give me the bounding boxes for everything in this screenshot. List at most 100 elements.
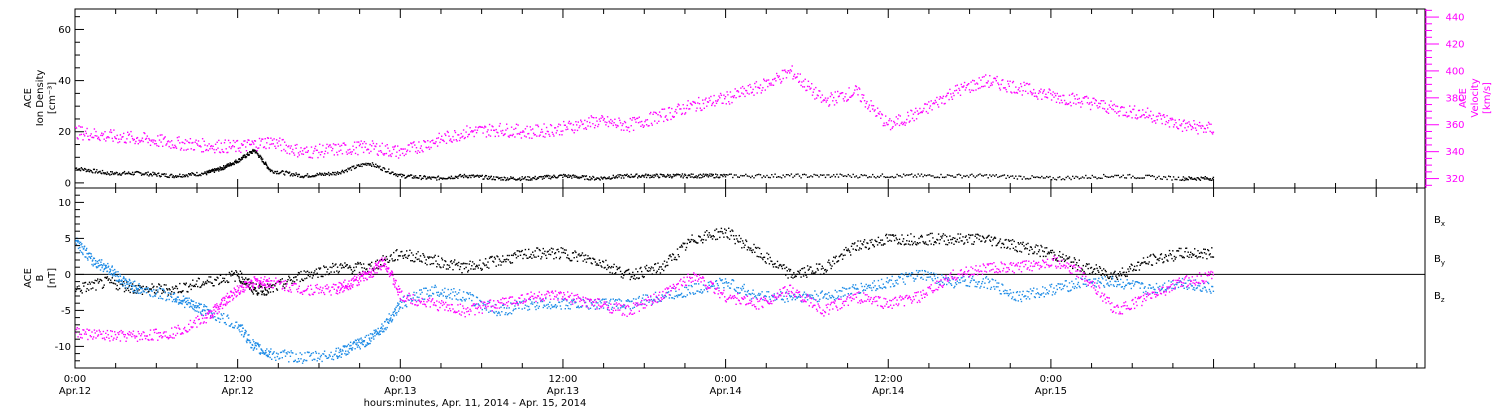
density-point	[1063, 178, 1066, 181]
velocity-point	[1205, 131, 1207, 133]
velocity-point	[745, 90, 748, 92]
velocity-point	[563, 120, 565, 123]
bx-point	[279, 281, 281, 283]
density-point	[160, 175, 162, 177]
density-point	[685, 176, 688, 179]
velocity-point	[314, 147, 316, 150]
velocity-point	[489, 135, 492, 137]
velocity-point	[733, 95, 736, 97]
velocity-point	[122, 136, 124, 138]
density-point	[140, 174, 143, 176]
by-point	[457, 299, 459, 301]
by-point	[361, 343, 364, 345]
velocity-point	[880, 113, 883, 115]
bx-point	[971, 243, 973, 245]
velocity-point	[88, 138, 90, 141]
bx-point	[393, 260, 396, 262]
by-point	[484, 307, 486, 310]
density-point	[257, 154, 259, 157]
velocity-point	[286, 152, 288, 154]
bx-point	[915, 244, 918, 246]
density-point	[338, 172, 340, 174]
by-point	[97, 266, 99, 268]
velocity-point	[1149, 115, 1151, 117]
velocity-point	[131, 137, 134, 140]
velocity-point	[853, 92, 855, 94]
density-point	[508, 178, 510, 180]
bx-point	[689, 240, 692, 243]
velocity-point	[197, 144, 199, 146]
density-point	[422, 177, 424, 180]
density-point	[413, 175, 415, 177]
bx-point	[76, 286, 78, 288]
velocity-point	[846, 99, 849, 101]
bx-point	[1112, 273, 1115, 275]
velocity-point	[193, 149, 196, 151]
density-point	[232, 162, 235, 165]
velocity-point	[364, 146, 366, 148]
bx-point	[630, 276, 632, 278]
velocity-point	[367, 148, 370, 151]
velocity-point	[1188, 121, 1190, 123]
velocity-point	[529, 126, 531, 128]
by-point	[120, 279, 123, 281]
density-point	[238, 158, 240, 160]
density-point	[123, 172, 125, 174]
bx-point	[765, 262, 767, 264]
density-point	[828, 174, 830, 176]
by-point	[256, 342, 258, 344]
bx-point	[627, 269, 629, 271]
bx-point	[1148, 261, 1150, 263]
velocity-point	[185, 149, 187, 151]
bx-point	[1186, 255, 1189, 257]
by-point	[351, 349, 353, 351]
density-point	[177, 175, 179, 178]
bx-point	[401, 250, 403, 253]
by-point	[203, 304, 205, 306]
bx-point	[1032, 252, 1034, 255]
density-point	[766, 174, 768, 177]
velocity-point	[258, 137, 261, 140]
velocity-point	[978, 77, 980, 79]
velocity-point	[993, 77, 995, 80]
velocity-point	[603, 118, 605, 120]
bx-point	[236, 275, 239, 277]
bx-point	[906, 240, 908, 242]
bx-point	[610, 267, 612, 269]
bx-point	[846, 249, 848, 251]
density-point	[502, 179, 505, 181]
velocity-point	[248, 139, 250, 141]
bx-point	[149, 288, 152, 290]
bx-point	[741, 240, 744, 242]
by-point	[391, 318, 394, 321]
bx-point	[981, 240, 983, 242]
density-point	[566, 175, 568, 177]
bx-point	[1068, 257, 1070, 260]
density-point	[1083, 177, 1085, 179]
bx-point	[131, 285, 133, 287]
by-point	[97, 265, 100, 267]
by-point	[356, 344, 358, 346]
velocity-point	[349, 148, 351, 151]
bx-point	[769, 256, 771, 259]
bx-point	[944, 234, 946, 236]
density-point	[292, 175, 294, 177]
bx-point	[806, 276, 808, 278]
bx-point	[631, 275, 633, 278]
density-point	[201, 172, 203, 174]
bx-point	[523, 253, 525, 256]
bx-point	[905, 243, 907, 245]
bx-point	[268, 288, 270, 290]
bx-point	[1116, 276, 1118, 279]
velocity-point	[590, 115, 592, 117]
by-point	[87, 259, 89, 261]
bx-point	[607, 267, 610, 269]
bx-point	[1191, 253, 1193, 255]
density-point	[593, 179, 596, 181]
velocity-point	[547, 130, 549, 133]
bx-point	[590, 262, 592, 264]
by-point	[369, 339, 371, 341]
velocity-point	[587, 125, 589, 127]
by-point	[162, 298, 164, 300]
